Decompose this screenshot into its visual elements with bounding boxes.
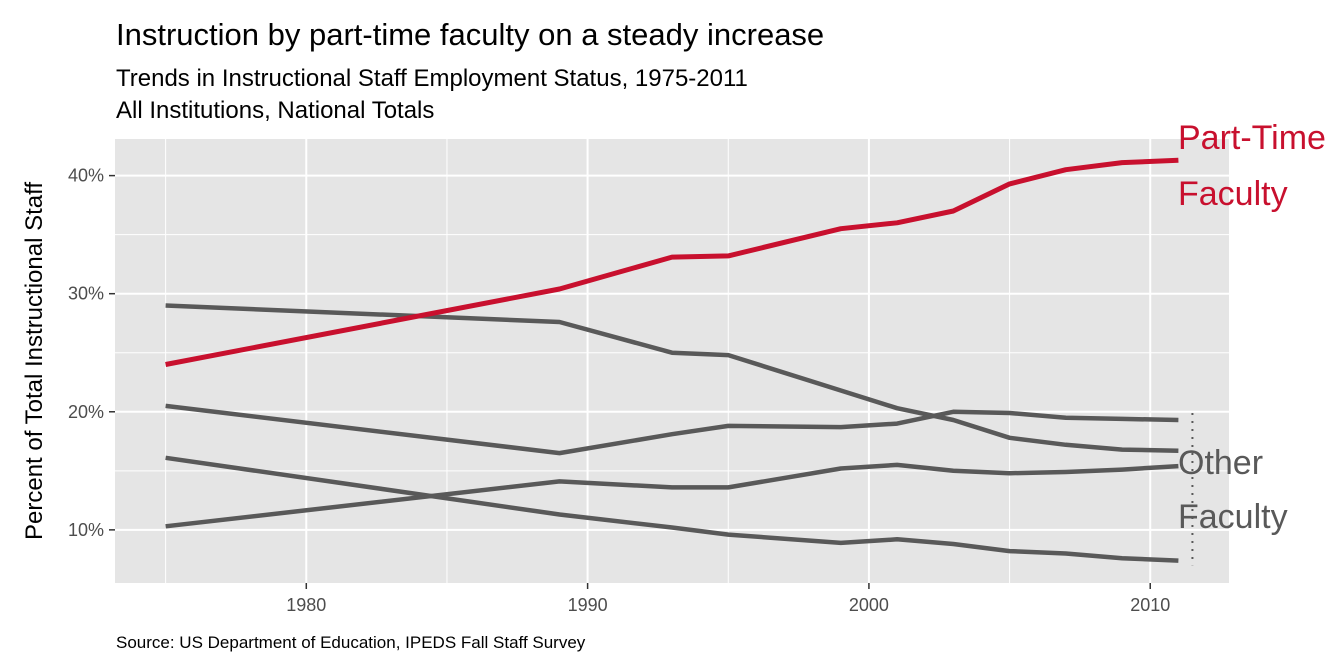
series-line-other-faculty-1	[165, 303, 1179, 453]
direct-labels: Part-Time Faculty Other Faculty	[1178, 119, 1326, 536]
part-time-label-line-2: Faculty	[1178, 175, 1288, 213]
x-tick-label: 2000	[849, 595, 889, 615]
other-faculty-label-line-2: Faculty	[1178, 498, 1288, 536]
series-line-part-time-faculty	[165, 157, 1179, 367]
series-line-other-faculty-2	[165, 403, 1179, 456]
x-tick-label: 2010	[1130, 595, 1170, 615]
y-tick-label: 40%	[68, 166, 104, 186]
x-tick-label: 1980	[286, 595, 326, 615]
plot-panel	[115, 139, 1229, 583]
x-tick-label: 1990	[568, 595, 608, 615]
y-axis-title: Percent of Total Instructional Staff	[21, 182, 48, 540]
series-line-other-faculty-3	[165, 462, 1179, 529]
chart-subtitle-line-2: All Institutions, National Totals	[116, 97, 434, 124]
chart-subtitle-line-1: Trends in Instructional Staff Employment…	[116, 65, 748, 92]
chart-title: Instruction by part-time faculty on a st…	[116, 17, 824, 52]
y-axis: 10% 20% 30% 40%	[68, 166, 115, 540]
major-gridlines	[115, 139, 1229, 583]
other-faculty-label-line-1: Other	[1178, 444, 1263, 482]
y-tick-label: 20%	[68, 402, 104, 422]
chart-caption: Source: US Department of Education, IPED…	[116, 633, 586, 652]
x-axis: 1980 1990 2000 2010	[286, 583, 1170, 615]
y-tick-label: 30%	[68, 284, 104, 304]
series-lines	[165, 157, 1179, 563]
y-tick-label: 10%	[68, 520, 104, 540]
series-line-other-faculty-4	[165, 455, 1179, 563]
part-time-label-line-1: Part-Time	[1178, 119, 1326, 157]
